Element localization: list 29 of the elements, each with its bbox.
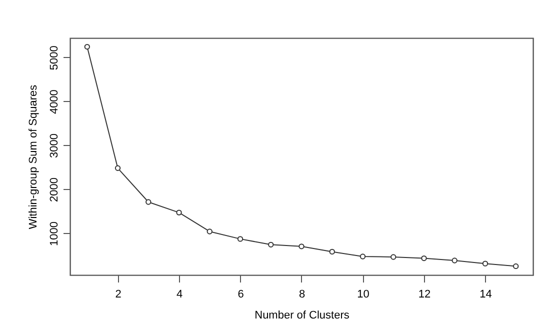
point — [329, 248, 335, 255]
y-tick-label: 5000 — [48, 46, 60, 70]
y-tick-label: 3000 — [48, 134, 60, 158]
x-tick-label: 14 — [480, 288, 492, 300]
point — [237, 236, 244, 242]
y-tick-label: 1000 — [48, 221, 60, 246]
point — [452, 258, 458, 264]
x-tick-label: 2 — [115, 288, 122, 300]
y-tick-label: 4000 — [48, 90, 60, 114]
point — [298, 244, 304, 250]
x-tick-label: 8 — [298, 288, 306, 300]
point — [421, 255, 427, 262]
y-tick-label: 2000 — [48, 178, 60, 202]
point — [146, 199, 152, 205]
x-tick-label: 12 — [418, 288, 431, 300]
point — [268, 242, 274, 248]
x-axis-title: Number of Clusters — [254, 310, 350, 322]
point — [176, 210, 182, 216]
x-tick-label: 10 — [357, 288, 370, 300]
x-tick-label: 4 — [176, 288, 183, 300]
point — [114, 165, 121, 171]
point — [390, 254, 396, 260]
point — [206, 228, 212, 234]
point — [84, 44, 90, 50]
point — [513, 263, 519, 270]
point — [482, 260, 488, 266]
y-axis-title: Within-group Sum of Squares — [28, 84, 40, 230]
point — [360, 254, 366, 260]
x-tick-label: 6 — [238, 288, 244, 300]
